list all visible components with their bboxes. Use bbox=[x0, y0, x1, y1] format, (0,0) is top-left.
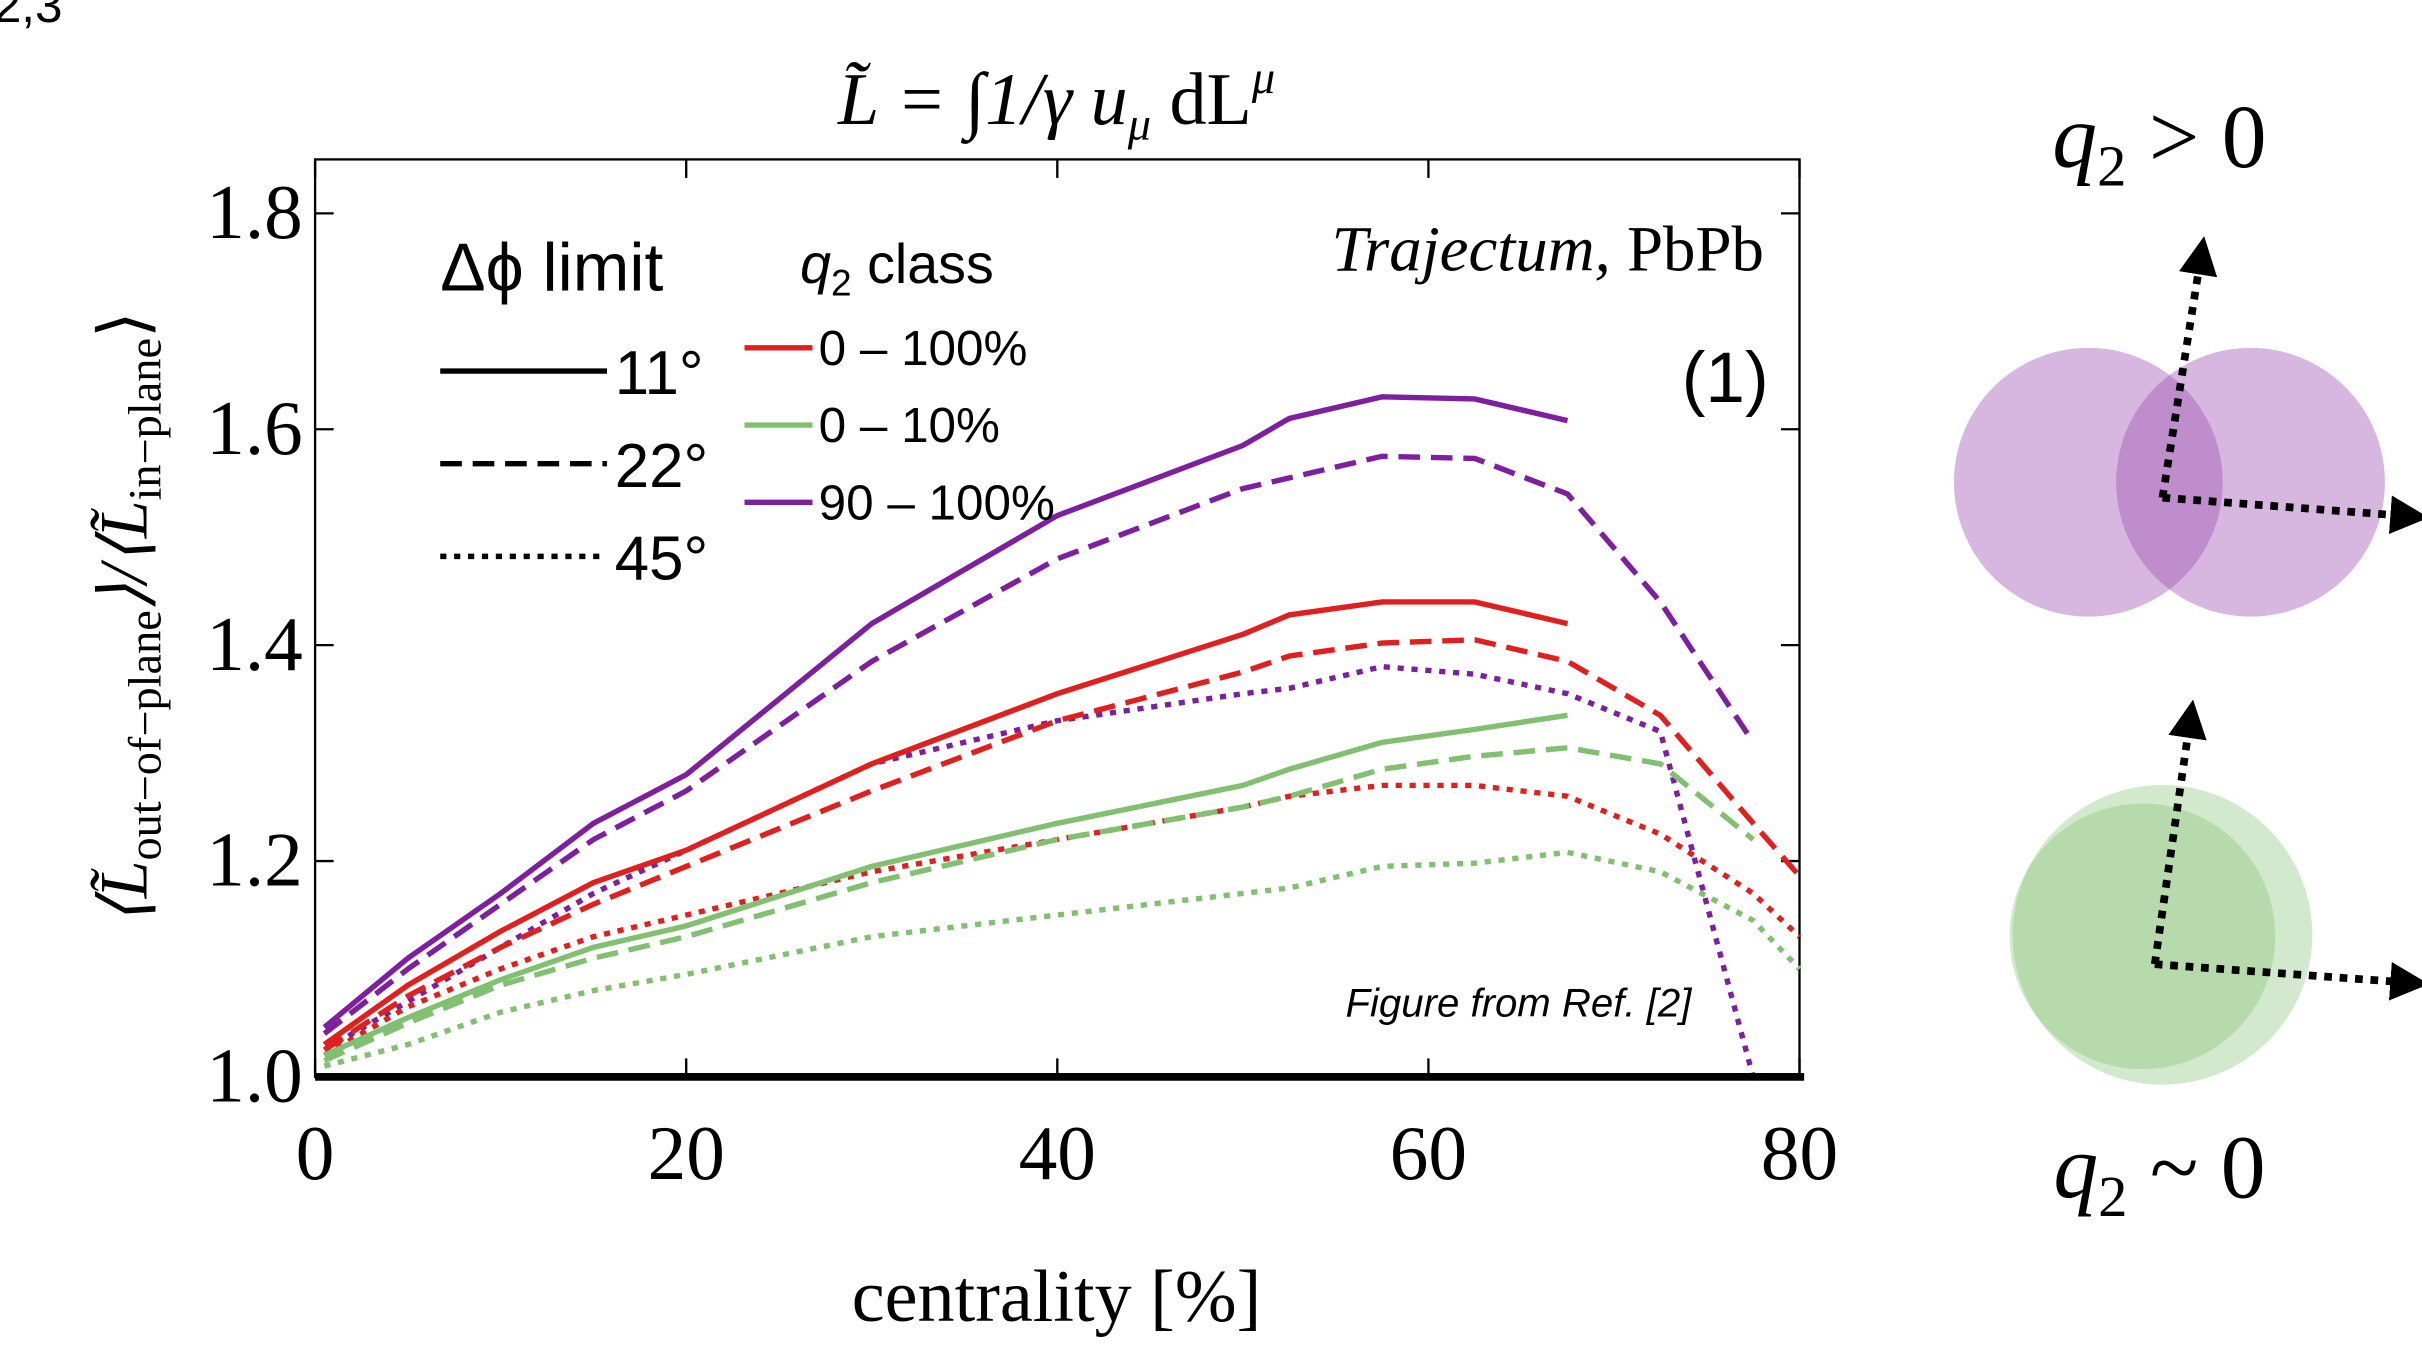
legend-label: 22° bbox=[615, 432, 708, 501]
series-line bbox=[323, 663, 1756, 1078]
x-tick-label: 20 bbox=[648, 1110, 725, 1196]
model-name: Trajectum, bbox=[1331, 214, 1610, 286]
series-line bbox=[323, 782, 1802, 1058]
y-tick-label: 1.4 bbox=[206, 601, 303, 687]
title-main: L̃ = ∫1/γ u bbox=[837, 59, 1128, 144]
model-label: Trajectum, PbPb bbox=[1331, 214, 1763, 286]
diagram: q2 > 0 q2 ~ 0 bbox=[1953, 88, 2422, 1229]
arrow bbox=[2154, 960, 2422, 1001]
corner-text: 2,3 bbox=[0, 0, 63, 33]
y-tick-label: 1.2 bbox=[206, 817, 303, 903]
legend-label: 11° bbox=[615, 339, 704, 408]
x-tick-label: 60 bbox=[1390, 1110, 1467, 1196]
q-sub: 2 bbox=[2097, 134, 2126, 199]
ylabel-c: ⟩ bbox=[86, 311, 162, 338]
series-line bbox=[322, 637, 1802, 1053]
y-tick-label: 1.0 bbox=[206, 1033, 303, 1119]
diagram-label: q2 > 0 bbox=[2052, 88, 2266, 199]
x-axis-label: centrality [%] bbox=[852, 1256, 1262, 1338]
y-tick-label: 1.8 bbox=[206, 169, 303, 255]
title-mid: dL bbox=[1151, 59, 1252, 141]
nucleus bbox=[2012, 784, 2313, 1085]
x-tick-label: 80 bbox=[1761, 1110, 1838, 1196]
series-line bbox=[323, 745, 1755, 1064]
legend-label: 90 – 100% bbox=[819, 475, 1055, 530]
legend-title-sub: 2 bbox=[831, 261, 852, 303]
arrow bbox=[2162, 493, 2422, 535]
x-tick-label: 0 bbox=[296, 1110, 335, 1196]
legend-title-q: q bbox=[800, 233, 831, 295]
q: q bbox=[2053, 1118, 2098, 1217]
legend-label: 45° bbox=[615, 525, 708, 594]
system-name: PbPb bbox=[1611, 214, 1764, 286]
y-tick-label: 1.6 bbox=[206, 385, 303, 471]
legend-title: q2 class bbox=[800, 233, 994, 303]
series-line bbox=[323, 712, 1568, 1058]
q-rest: ~ 0 bbox=[2127, 1118, 2265, 1217]
series-line bbox=[322, 394, 1569, 1030]
title-sub: μ bbox=[1127, 99, 1151, 150]
legend-title: Δϕ limit bbox=[440, 230, 663, 306]
nucleus bbox=[1953, 347, 2223, 617]
ylabel-a-sub: out−of−plane bbox=[121, 610, 172, 860]
legend-title-rest: class bbox=[852, 233, 994, 295]
y-axis-label: ⟨L̃out−of−plane⟩/⟨L̃in−plane⟩ bbox=[86, 311, 172, 924]
q: q bbox=[2052, 88, 2097, 187]
series-line bbox=[322, 453, 1756, 1036]
source-note: Figure from Ref. [2] bbox=[1345, 981, 1692, 1026]
ylabel-b-sub: in−plane bbox=[121, 338, 172, 501]
q-sub: 2 bbox=[2098, 1164, 2127, 1229]
ylabel-a: ⟨L̃ bbox=[86, 861, 162, 925]
ylabel-b: ⟩/⟨L̃ bbox=[86, 500, 162, 610]
legend-label: 0 – 100% bbox=[819, 321, 1028, 376]
nucleus bbox=[2116, 347, 2385, 617]
series-line bbox=[322, 599, 1569, 1047]
chart-title: L̃ = ∫1/γ uμ dLμ bbox=[837, 53, 1275, 150]
nucleus bbox=[2009, 803, 2276, 1070]
x-tick-label: 40 bbox=[1019, 1110, 1096, 1196]
q-rest: > 0 bbox=[2126, 88, 2266, 187]
legend-label: 0 – 10% bbox=[819, 398, 1000, 453]
plot: 0 20 40 60 80 1.0 1.2 1.4 1.6 1.8 Δϕ limit 11° 22° 45… bbox=[206, 158, 1838, 1196]
panel-label: (1) bbox=[1682, 339, 1769, 418]
diagram-label: q2 ~ 0 bbox=[2053, 1118, 2265, 1229]
arrow bbox=[2150, 699, 2207, 965]
series-line bbox=[323, 849, 1802, 1069]
title-sup: μ bbox=[1251, 53, 1275, 104]
arrow bbox=[2158, 236, 2218, 499]
